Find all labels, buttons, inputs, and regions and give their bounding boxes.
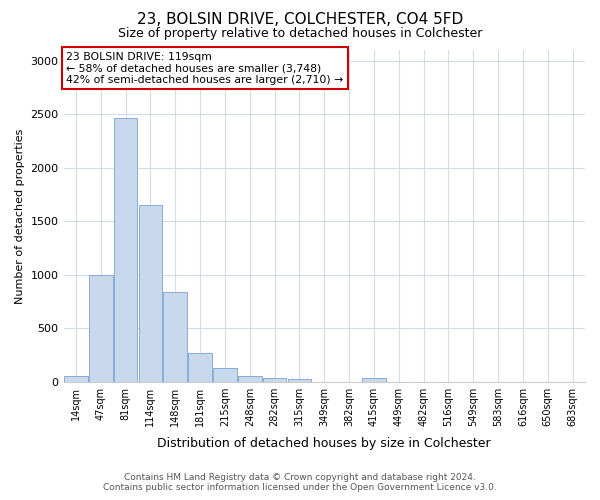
- Bar: [238, 376, 262, 382]
- Bar: [188, 353, 212, 382]
- Text: 23 BOLSIN DRIVE: 119sqm
← 58% of detached houses are smaller (3,748)
42% of semi: 23 BOLSIN DRIVE: 119sqm ← 58% of detache…: [66, 52, 343, 85]
- Y-axis label: Number of detached properties: Number of detached properties: [15, 128, 25, 304]
- Bar: [263, 378, 286, 382]
- Bar: [287, 379, 311, 382]
- Text: 23, BOLSIN DRIVE, COLCHESTER, CO4 5FD: 23, BOLSIN DRIVE, COLCHESTER, CO4 5FD: [137, 12, 463, 28]
- Bar: [362, 378, 386, 382]
- Bar: [139, 205, 162, 382]
- Bar: [64, 376, 88, 382]
- Bar: [89, 274, 113, 382]
- Text: Size of property relative to detached houses in Colchester: Size of property relative to detached ho…: [118, 28, 482, 40]
- X-axis label: Distribution of detached houses by size in Colchester: Distribution of detached houses by size …: [157, 437, 491, 450]
- Bar: [163, 292, 187, 382]
- Bar: [213, 368, 237, 382]
- Bar: [114, 118, 137, 382]
- Text: Contains HM Land Registry data © Crown copyright and database right 2024.
Contai: Contains HM Land Registry data © Crown c…: [103, 473, 497, 492]
